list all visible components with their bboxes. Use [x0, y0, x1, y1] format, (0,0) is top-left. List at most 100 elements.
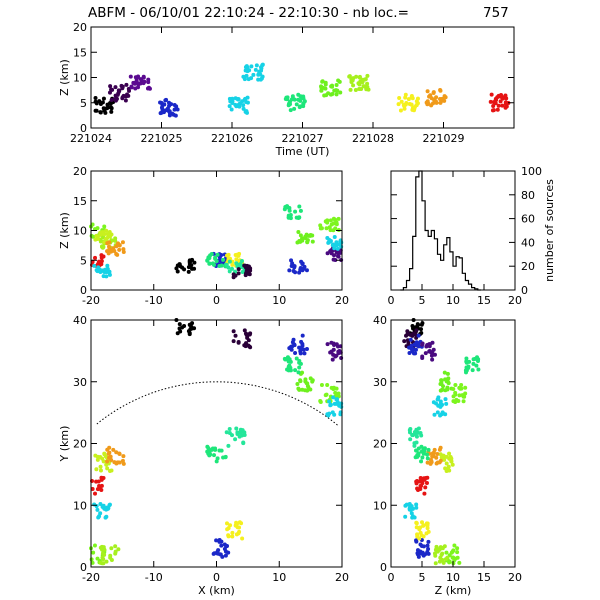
data-point	[427, 94, 432, 99]
data-point	[219, 252, 224, 257]
data-point	[127, 88, 132, 93]
data-point	[215, 456, 220, 461]
data-point	[298, 94, 303, 99]
data-point	[246, 271, 251, 276]
data-point	[303, 377, 308, 382]
data-point	[235, 431, 240, 436]
data-point	[105, 106, 110, 111]
x-tick-label: 15	[477, 294, 491, 307]
data-point	[332, 235, 337, 240]
data-point	[101, 503, 106, 508]
data-point	[334, 220, 339, 225]
data-point	[251, 72, 256, 77]
data-point	[332, 246, 337, 251]
data-point	[457, 393, 462, 398]
data-point	[330, 357, 335, 362]
data-point	[98, 511, 103, 516]
data-point	[95, 556, 100, 561]
data-point	[310, 239, 315, 244]
data-point	[236, 271, 241, 276]
data-point	[101, 561, 106, 566]
data-point	[438, 401, 443, 406]
data-point	[422, 477, 427, 482]
data-point	[498, 99, 503, 104]
histogram-line	[400, 170, 481, 291]
data-point	[244, 109, 249, 114]
data-point	[213, 255, 218, 260]
data-point	[120, 458, 125, 463]
data-point	[459, 386, 464, 391]
data-point	[334, 401, 339, 406]
y-tick-label: 40	[373, 314, 387, 327]
data-point	[471, 361, 476, 366]
data-point	[101, 96, 106, 101]
data-point	[223, 454, 228, 459]
data-point	[285, 97, 290, 102]
data-point	[419, 459, 424, 464]
data-point	[319, 88, 324, 93]
data-point	[451, 386, 456, 391]
data-point	[240, 269, 245, 274]
data-point	[297, 270, 302, 275]
data-point	[408, 337, 413, 342]
data-point	[435, 410, 440, 415]
data-point	[337, 242, 342, 247]
data-point	[446, 376, 451, 381]
data-point	[463, 385, 468, 390]
data-point	[226, 252, 231, 257]
y-tick-label: 0	[521, 284, 528, 297]
data-point	[452, 543, 457, 548]
data-point	[97, 259, 102, 264]
x-tick-label: 20	[335, 294, 349, 307]
data-point	[491, 108, 496, 113]
data-point	[241, 74, 246, 79]
data-point	[432, 447, 437, 452]
data-point	[409, 343, 414, 348]
data-point	[457, 560, 462, 565]
data-point	[464, 359, 469, 364]
data-point	[414, 521, 419, 526]
data-point	[241, 106, 246, 111]
data-point	[295, 381, 300, 386]
data-point	[438, 388, 443, 393]
data-point	[109, 109, 114, 114]
data-point	[95, 507, 100, 512]
data-point	[439, 381, 444, 386]
data-point	[396, 102, 401, 107]
y-tick-label: 20	[521, 260, 535, 273]
data-point	[114, 461, 119, 466]
data-point	[103, 110, 108, 115]
data-point	[227, 259, 232, 264]
data-point	[297, 204, 302, 209]
data-point	[293, 209, 298, 214]
data-point	[412, 515, 417, 520]
data-point	[495, 107, 500, 112]
data-point	[291, 269, 296, 274]
data-point	[444, 454, 449, 459]
data-point	[296, 370, 301, 375]
data-point	[101, 545, 106, 550]
data-point	[304, 347, 309, 352]
data-point	[435, 397, 440, 402]
data-point	[414, 440, 419, 445]
data-point	[212, 262, 217, 267]
data-point	[414, 99, 419, 104]
data-point	[338, 412, 343, 417]
x-tick-label: 221028	[352, 132, 394, 145]
data-point	[302, 351, 307, 356]
data-point	[330, 410, 335, 415]
data-point	[461, 399, 466, 404]
data-point	[428, 457, 433, 462]
data-point	[448, 454, 453, 459]
data-point	[301, 101, 306, 106]
data-point	[101, 106, 106, 111]
data-point	[97, 483, 102, 488]
data-point	[292, 342, 297, 347]
data-point	[488, 99, 493, 104]
data-point	[444, 468, 449, 473]
data-point	[434, 461, 439, 466]
data-point	[115, 252, 120, 257]
data-point	[426, 447, 431, 452]
data-point	[421, 544, 426, 549]
